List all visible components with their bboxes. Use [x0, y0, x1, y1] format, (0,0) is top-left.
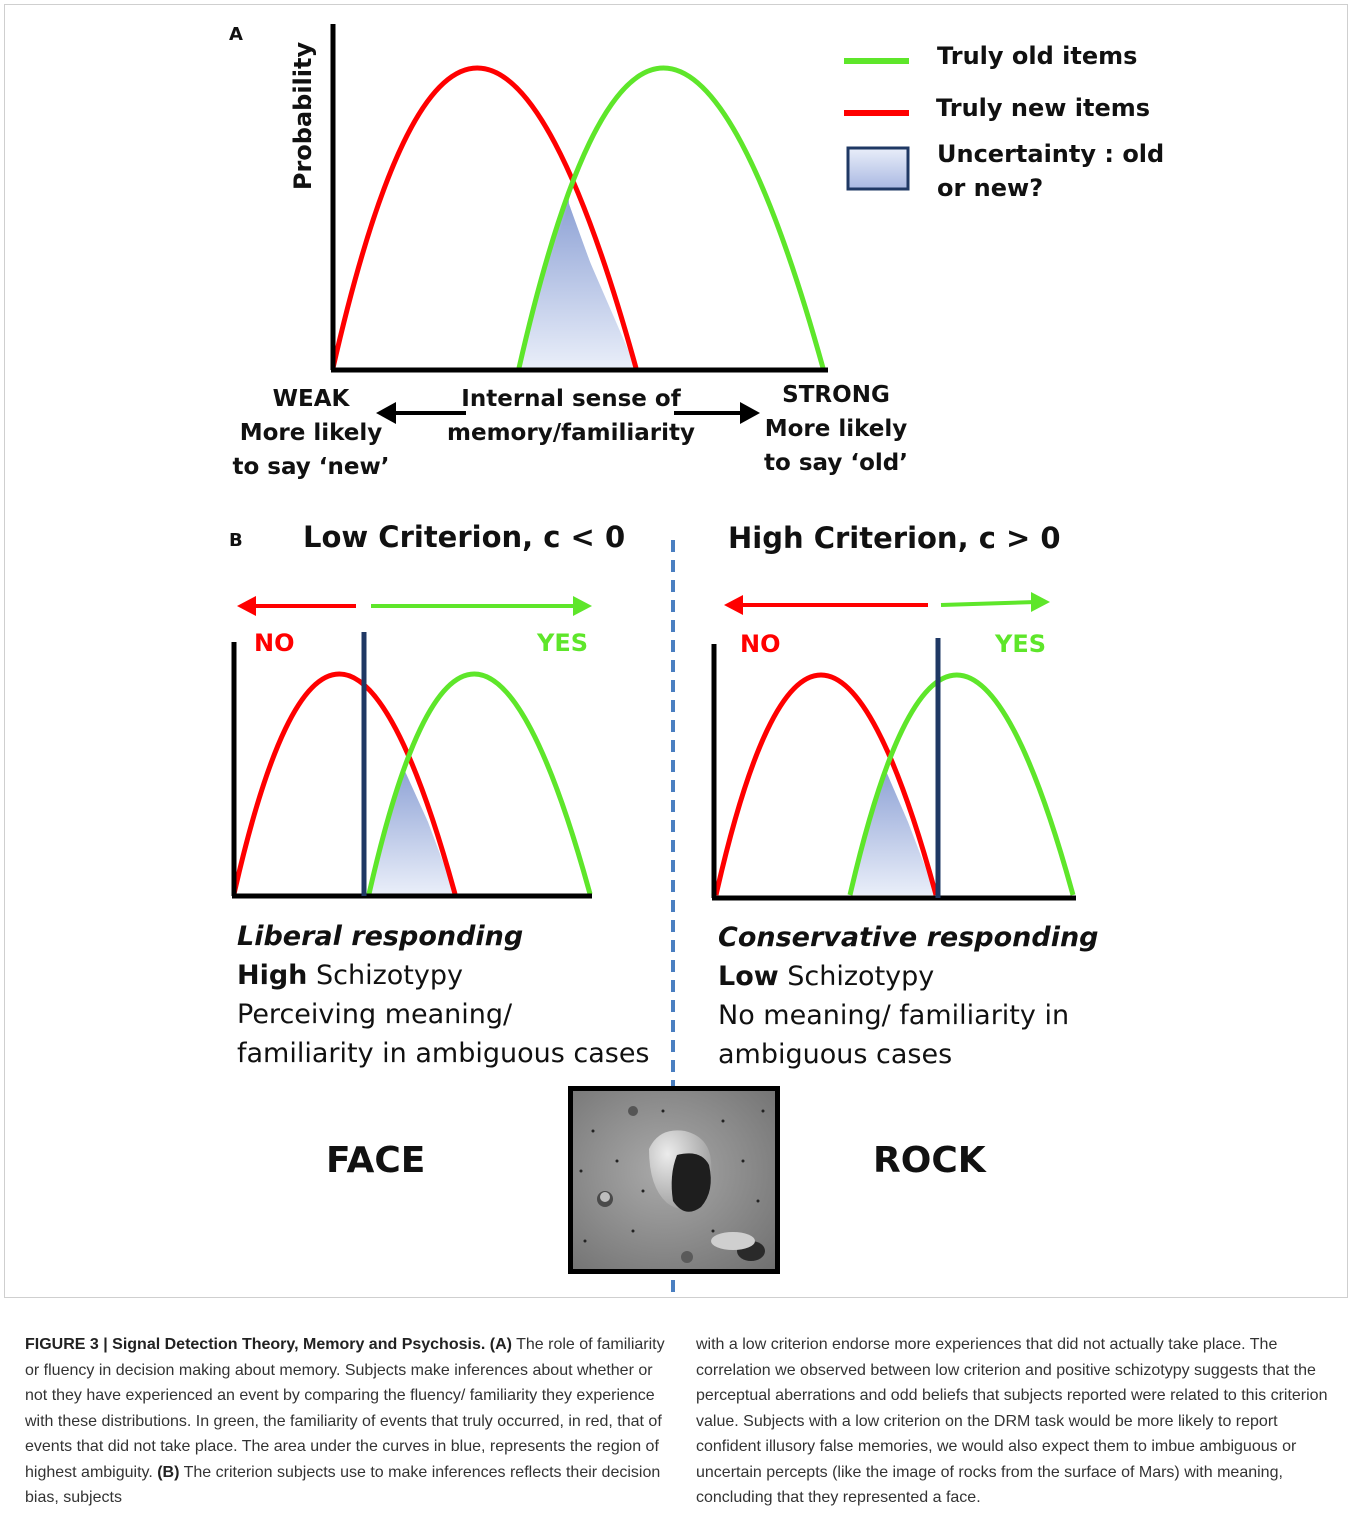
legend-uncertainty-label-1: Uncertainty : old: [937, 140, 1165, 168]
yes-label-left: YES: [537, 629, 589, 657]
weak-label: WEAK More likely to say ‘new’: [232, 382, 389, 484]
liberal-title: Liberal responding: [237, 921, 524, 952]
caption-right: with a low criterion endorse more experi…: [696, 1336, 1328, 1506]
caption-title: FIGURE 3 | Signal Detection Theory, Memo…: [25, 1336, 512, 1353]
caption-part-a: The role of familiarity or fluency in de…: [25, 1336, 665, 1481]
face-label: FACE: [326, 1140, 426, 1181]
liberal-schizotypy-line: High Schizotypy: [237, 956, 650, 995]
y-axis-label: Probability: [289, 41, 317, 191]
low-criterion-heading: Low Criterion, c < 0: [303, 520, 626, 554]
schizotypy-level-left: High: [237, 960, 308, 991]
arrow-weak-head: [376, 402, 396, 424]
new-items-curve-a: [330, 65, 639, 369]
schizotypy-word-right: Schizotypy: [778, 961, 935, 992]
familiarity-axis-label: Internal sense of memory/familiarity: [447, 382, 695, 450]
high-criterion-heading: High Criterion, c > 0: [728, 521, 1061, 555]
liberal-line-4: familiarity in ambiguous cases: [237, 1038, 650, 1069]
new-items-curve-b-right: [713, 672, 939, 896]
mars-face-photo: [568, 1086, 780, 1274]
liberal-line-3: Perceiving meaning/: [237, 999, 513, 1030]
yes-label-right: YES: [995, 630, 1047, 658]
legend-new-label: Truly new items: [936, 94, 1151, 122]
caption-left: FIGURE 3 | Signal Detection Theory, Memo…: [25, 1332, 665, 1511]
conservative-schizotypy-line: Low Schizotypy: [718, 957, 1099, 996]
conservative-description: Conservative responding Low Schizotypy N…: [718, 918, 1099, 1074]
schizotypy-word-left: Schizotypy: [307, 960, 463, 991]
conservative-line-3: No meaning/ familiarity in: [718, 1000, 1070, 1031]
new-items-curve-b-left: [231, 671, 458, 895]
conservative-line-4: ambiguous cases: [718, 1039, 953, 1070]
strong-line-3: to say ‘old’: [764, 450, 908, 476]
weak-line-3: to say ‘new’: [232, 454, 390, 480]
figure-graphics: [231, 24, 1076, 1298]
figure-frame: [4, 4, 1348, 1298]
old-items-curve-b-right: [847, 672, 1076, 896]
weak-line-2: More likely: [239, 420, 383, 446]
uncertainty-area-a-fill: [519, 204, 636, 368]
legend-uncertainty-label-2: or new?: [937, 174, 1044, 202]
caption-part-b: The criterion subjects use to make infer…: [25, 1463, 661, 1507]
strong-line-1: STRONG: [782, 382, 890, 408]
uncertainty-area-b-left: [369, 769, 455, 894]
conservative-title: Conservative responding: [718, 922, 1099, 953]
center-line-2: memory/familiarity: [447, 420, 695, 446]
arrow-yes-right-head: [1031, 592, 1050, 612]
weak-line-1: WEAK: [272, 386, 350, 412]
arrow-yes-right: [940, 600, 1037, 607]
arrow-no-left-head: [237, 596, 256, 616]
no-label-right: NO: [740, 630, 781, 658]
arrow-yes-left-head: [573, 596, 592, 616]
caption-b-marker: (B): [157, 1463, 180, 1481]
panel-b-letter: B: [229, 530, 243, 551]
arrow-strong-head: [740, 402, 760, 424]
legend-uncertainty-swatch: [846, 146, 910, 191]
rock-label: ROCK: [873, 1140, 986, 1181]
strong-label: STRONG More likely to say ‘old’: [764, 378, 908, 480]
liberal-description: Liberal responding High Schizotypy Perce…: [237, 917, 650, 1073]
schizotypy-level-right: Low: [718, 961, 779, 992]
strong-line-2: More likely: [764, 416, 908, 442]
uncertainty-area-b-right: [850, 771, 936, 895]
center-line-1: Internal sense of: [461, 386, 681, 412]
no-label-left: NO: [254, 629, 295, 657]
legend-old-label: Truly old items: [937, 42, 1138, 70]
old-items-curve-a: [516, 65, 826, 369]
mars-face-image: [573, 1091, 775, 1269]
arrow-no-right-head: [724, 595, 743, 615]
old-items-curve-b-left: [366, 671, 593, 895]
panel-a-letter: A: [229, 24, 243, 45]
